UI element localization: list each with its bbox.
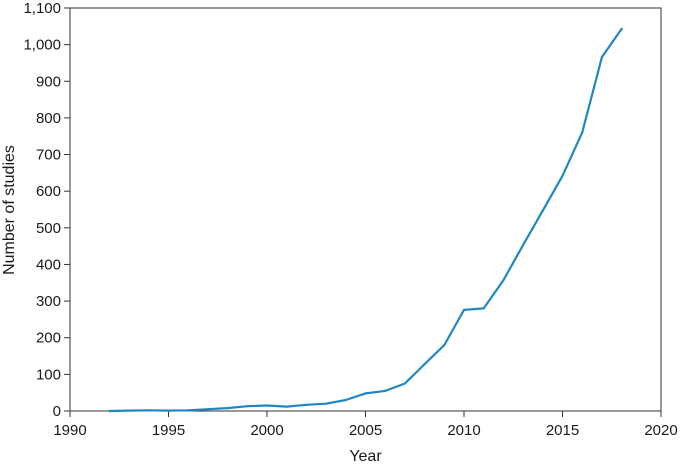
data-point (502, 279, 505, 282)
plot-frame (69, 7, 662, 412)
x-tick-label: 2015 (546, 422, 579, 439)
x-axis-title: Year (349, 448, 382, 465)
data-point (325, 402, 328, 405)
y-tick-label: 1,100 (23, 0, 61, 17)
x-axis-ticks: 1990 1995 2000 2005 2010 2015 2020 (53, 411, 678, 439)
data-point (285, 405, 288, 408)
data-point (384, 389, 387, 392)
y-tick-label: 500 (36, 220, 61, 237)
data-point (187, 409, 190, 412)
x-tick-label: 1990 (53, 422, 86, 439)
y-tick-label: 900 (36, 73, 61, 90)
data-point (167, 409, 170, 412)
x-tick-label: 2010 (447, 422, 480, 439)
data-point (541, 209, 544, 212)
series-layer (108, 27, 623, 413)
data-point (128, 409, 131, 412)
data-point (600, 56, 604, 59)
data-point (226, 407, 229, 410)
data-point (522, 243, 525, 247)
series-line (108, 27, 623, 413)
data-point (364, 392, 367, 395)
y-tick-label: 1,000 (23, 37, 61, 54)
data-point (246, 405, 249, 408)
y-tick-label: 200 (36, 330, 61, 347)
data-point (147, 409, 150, 412)
data-point (108, 409, 111, 413)
data-point (305, 403, 308, 406)
data-point (462, 308, 466, 311)
data-point (265, 404, 269, 407)
y-tick-label: 300 (36, 293, 61, 310)
data-point (620, 27, 623, 30)
x-tick-label: 2020 (644, 422, 677, 439)
x-tick-label: 2005 (349, 422, 382, 439)
data-point (403, 382, 406, 385)
data-point (423, 363, 426, 366)
data-point (443, 344, 446, 347)
x-tick-label: 2000 (250, 422, 283, 439)
y-tick-label: 600 (36, 183, 61, 200)
data-point (561, 174, 564, 177)
y-tick-label: 400 (36, 256, 61, 273)
y-tick-label: 100 (36, 366, 61, 383)
y-axis-title: Number of studies (1, 145, 18, 275)
data-point (482, 307, 485, 310)
data-point (206, 408, 209, 411)
data-point (344, 398, 347, 402)
y-tick-label: 0 (53, 403, 61, 420)
data-point (581, 131, 584, 134)
y-tick-label: 800 (36, 110, 61, 127)
y-axis-ticks: 0 100 200 300 400 500 600 700 800 900 1,000 1,100 (23, 0, 70, 420)
x-tick-label: 1995 (152, 422, 185, 439)
y-tick-label: 700 (36, 147, 61, 164)
